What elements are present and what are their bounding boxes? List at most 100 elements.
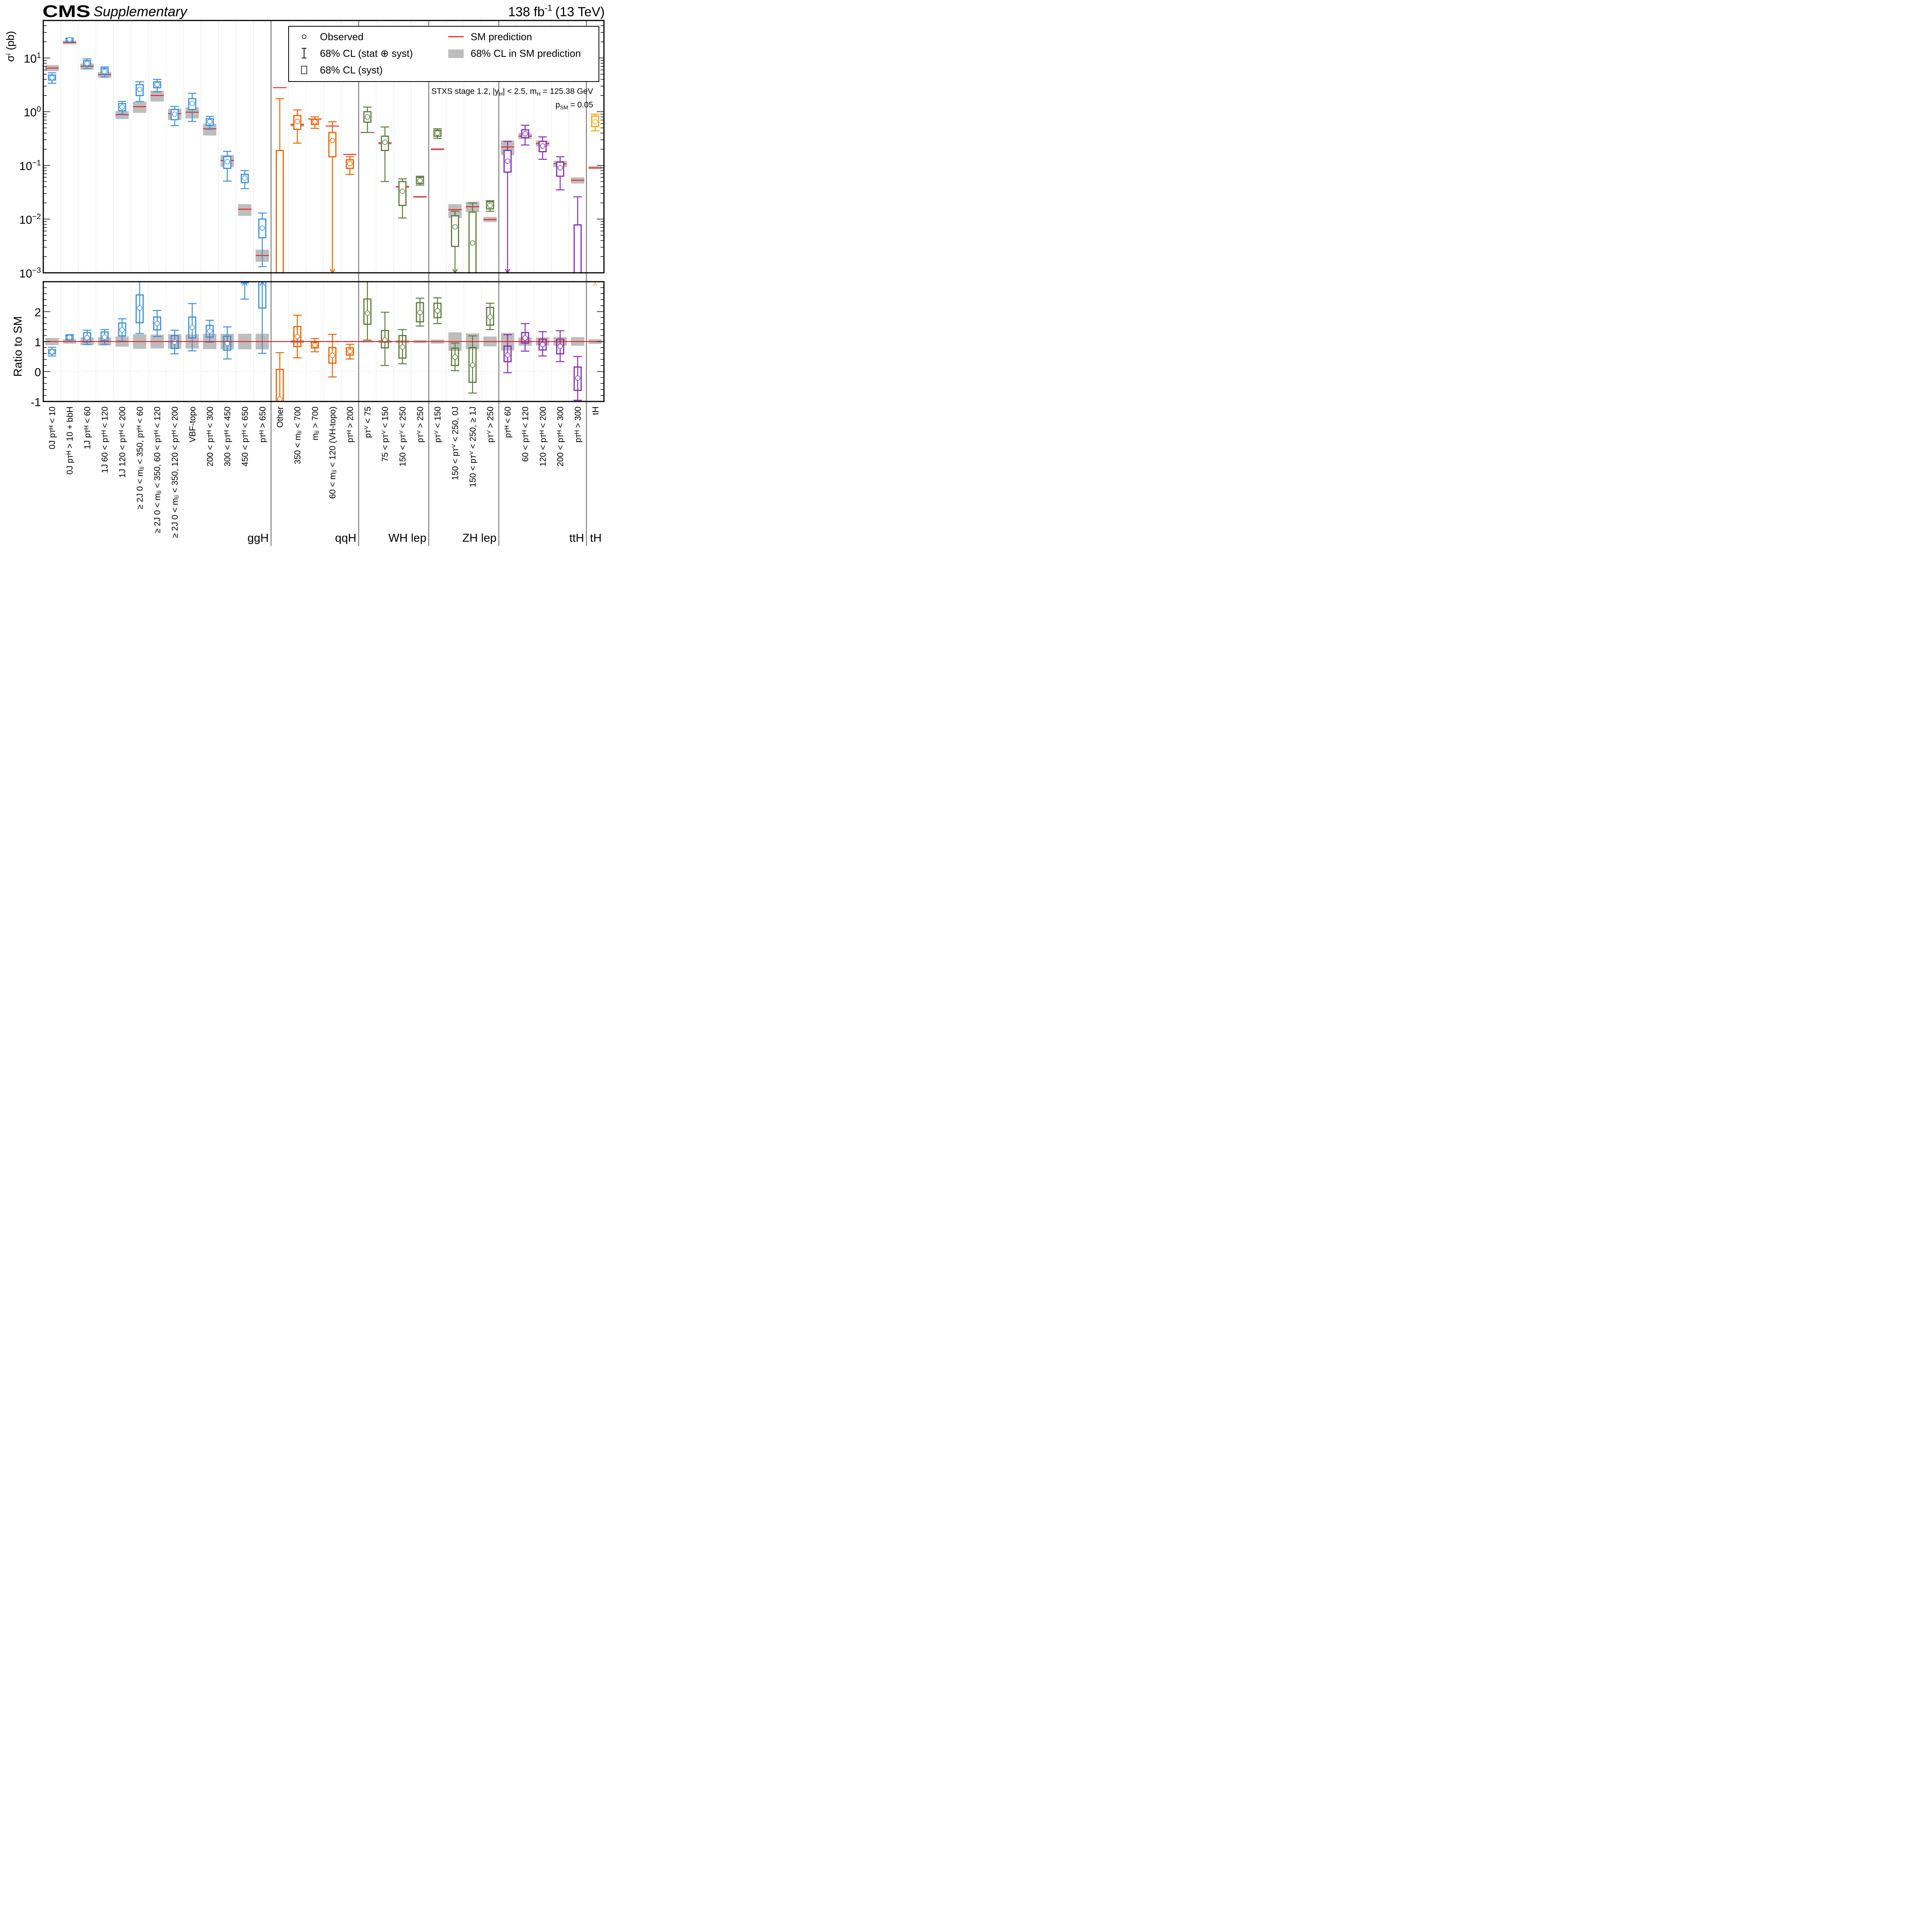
ratio-syst-box [538, 338, 547, 351]
observed-point [365, 114, 370, 120]
ratio-point [312, 342, 318, 348]
x-tick-label: pᴛᴴ > 300 [573, 406, 583, 443]
ratio-axis-title: Ratio to SM [12, 316, 24, 377]
observed-point [522, 131, 528, 136]
ratio-tick-label: -1 [31, 396, 41, 409]
y-tick-label: 10−2 [19, 213, 41, 226]
ratio-point [347, 349, 353, 354]
observed-point [312, 119, 318, 124]
observed-point [207, 119, 213, 124]
syst-box [276, 150, 284, 274]
ratio-syst-box [346, 347, 354, 356]
ratio-point [505, 352, 510, 358]
observed-point [67, 37, 72, 43]
y-axis-title: σⁱ (pb) [4, 31, 16, 62]
x-tick-label: 0J pᴛᴴ > 10 + bbH [65, 406, 75, 474]
legend-box [288, 26, 599, 82]
ratio-point [470, 362, 475, 368]
x-tick-label: tH [590, 406, 600, 415]
x-tick-label: 200 < pᴛᴴ < 300 [205, 406, 215, 466]
y-tick-label: 100 [24, 105, 41, 119]
observed-point [382, 139, 388, 145]
stxs-annotation: STXS stage 1.2, |yH| < 2.5, mH = 125.38 … [431, 87, 593, 97]
ratio-point [452, 354, 458, 360]
ratio-tick-label: 1 [34, 336, 41, 349]
ratio-syst-box [363, 298, 372, 325]
x-tick-label: pᴛᴴ > 200 [345, 406, 355, 443]
observed-point [330, 138, 335, 143]
psm-annotation: pSM = 0.05 [556, 100, 594, 111]
legend: Observed 68% CL (stat ⊕ syst) 68% CL (sy… [288, 26, 599, 82]
group-label: qqH [335, 532, 356, 544]
x-tick-label: 200 < pᴛᴴ < 300 [556, 406, 565, 466]
ratio-syst-box [328, 347, 337, 364]
observed-point [154, 82, 160, 87]
ratio-point [330, 352, 335, 358]
observed-point [260, 225, 265, 231]
experiment-label: CMS [43, 2, 90, 21]
observed-point [102, 69, 107, 74]
observed-point [417, 178, 423, 184]
ratio-syst-box [556, 338, 565, 355]
x-tick-label: pᴛⱽ < 150 [433, 406, 442, 443]
legend-observed-label: Observed [320, 31, 364, 43]
ratio-point [119, 327, 125, 333]
ratio-syst-box [223, 335, 231, 351]
x-tick-label: 0J pᴛᴴ < 10 [48, 406, 57, 449]
x-tick-label: 450 < pᴛᴴ < 650 [240, 406, 250, 466]
syst-box [573, 224, 582, 274]
ratio-point [487, 314, 493, 320]
sm-band [133, 102, 146, 113]
group-label: ZH lep [463, 532, 497, 544]
x-tick-label: pᴛⱽ < 75 [363, 406, 372, 438]
x-tick-label: 150 < pᴛⱽ < 250 [398, 406, 408, 466]
ratio-syst-box [206, 325, 214, 338]
x-tick-label: pᴛⱽ > 250 [415, 406, 425, 443]
energy-value: (13 TeV) [555, 5, 605, 19]
legend-sm-band-icon [448, 49, 464, 58]
annot-text: STXS stage 1.2, |y [431, 87, 499, 96]
x-tick-label: pᴛᴴ > 650 [258, 406, 267, 443]
x-tick-label: 1J 120 < pᴛᴴ < 200 [117, 406, 127, 478]
x-tick-label: 150 < pᴛⱽ < 250, ≥ 1J [468, 406, 478, 487]
x-tick-label: 300 < pᴛᴴ < 450 [223, 406, 232, 466]
overflow-marker: ˄ [593, 281, 597, 289]
ratio-syst-box [135, 294, 144, 323]
legend-observed-icon [302, 34, 306, 39]
observed-point [592, 119, 598, 124]
ratio-point [207, 328, 213, 334]
x-tick-label: 1J 60 < pᴛᴴ < 120 [100, 406, 110, 473]
x-tick-label: 120 < pᴛᴴ < 200 [538, 406, 548, 466]
ratio-syst-box [416, 302, 424, 323]
ratio-point [575, 375, 580, 381]
x-tick-label: 60 < pᴛᴴ < 120 [520, 406, 530, 462]
group-label: WH lep [388, 532, 426, 544]
x-tick-label: 150 < pᴛⱽ < 250, 0J [451, 406, 460, 480]
observed-point [505, 158, 510, 164]
observed-point [400, 189, 405, 194]
ratio-point [84, 335, 90, 340]
x-tick-label: mⱼⱼ > 700 [310, 406, 320, 440]
ratio-point [137, 305, 143, 311]
ratio-syst-box [573, 366, 582, 391]
legend-total-label: 68% CL (stat ⊕ syst) [320, 48, 413, 59]
ratio-point [49, 349, 55, 355]
ratio-tick-label: 2 [34, 306, 41, 319]
ratio-point [540, 342, 546, 347]
annot-sub: H [499, 91, 503, 97]
observed-point [242, 175, 248, 181]
ratio-syst-box [311, 342, 319, 349]
group-label: ttH [569, 532, 584, 544]
observed-point [224, 159, 230, 165]
x-tick-label: ≥ 2J 0 < mⱼⱼ < 350, 60 < pᴛᴴ < 120 [153, 406, 162, 533]
observed-point [49, 75, 55, 80]
x-tick-label: 1J pᴛᴴ < 60 [82, 406, 92, 449]
ratio-syst-box [153, 316, 162, 331]
ratio-point [435, 308, 440, 313]
ratio-syst-box [398, 335, 407, 359]
ratio-point [102, 334, 107, 340]
ratio-point [294, 334, 300, 339]
lumi-exponent: -1 [545, 3, 553, 13]
sm-band [115, 111, 129, 119]
annot-text: = 0.05 [568, 100, 593, 109]
